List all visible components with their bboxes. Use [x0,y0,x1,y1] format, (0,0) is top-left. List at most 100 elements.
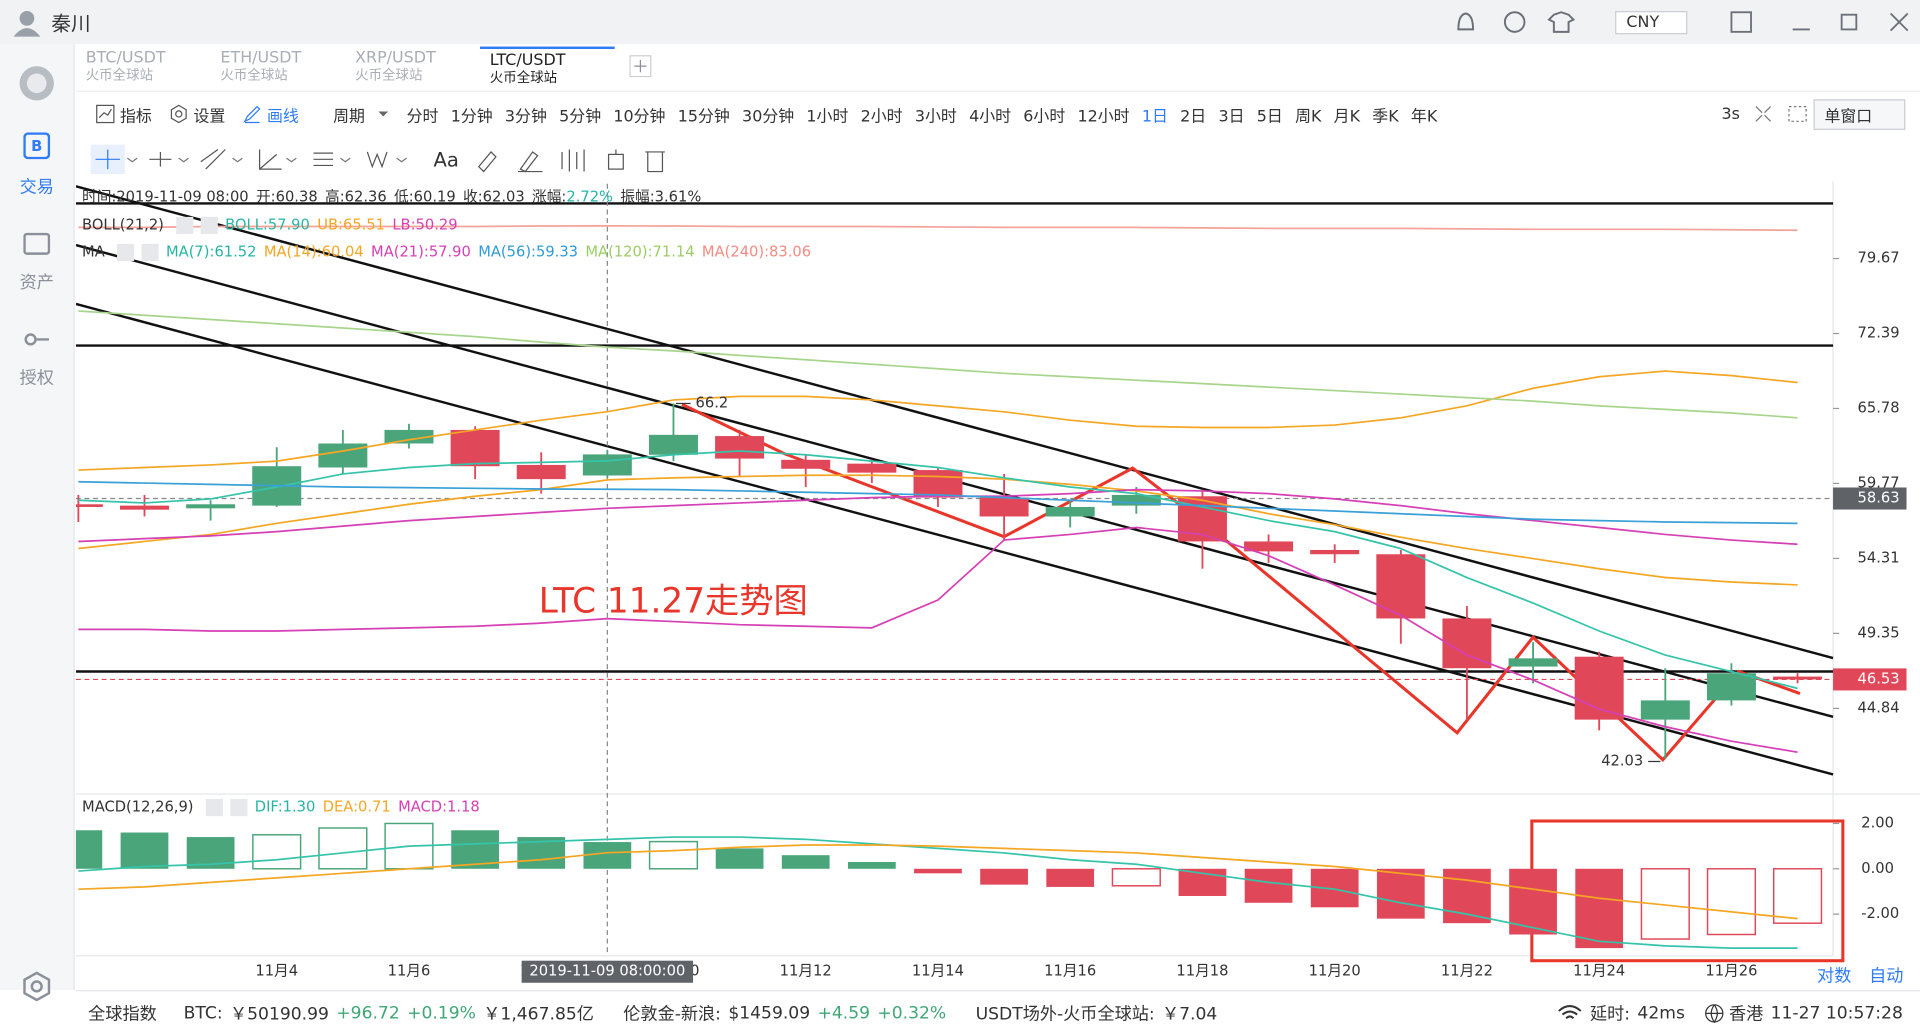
indicator-value: MA(7):61.52 [166,243,256,260]
candle-body [75,504,103,507]
gold-change: +4.59 [817,1002,871,1023]
tool-icons-right[interactable] [471,145,679,174]
macd-bar [583,842,632,869]
settings-icon[interactable] [169,104,189,124]
period-option[interactable]: 3小时 [914,107,957,126]
text-tool[interactable]: Aa [433,147,459,171]
period-option[interactable]: 3分钟 [504,107,547,126]
window-controls[interactable] [1724,7,1920,36]
tab-pair: BTC/USDT [85,49,166,68]
period-option[interactable]: 12小时 [1077,107,1130,126]
currency-select[interactable]: CNY [1615,10,1688,34]
last-price-text: 46.53 [1858,670,1900,687]
tab[interactable]: BTC/USDT 火币全球站 [76,47,211,89]
period-menu[interactable]: 周期 [333,107,365,126]
period-option[interactable]: 1日 [1141,107,1168,126]
period-option[interactable]: 10分钟 [613,107,666,126]
status-bar: 全球指数 BTC: ￥50190.99 +96.72 +0.19% ￥1,467… [75,990,1920,1034]
indicator-line [78,480,1798,525]
indicator-icon[interactable] [96,104,116,124]
indicator-name: MA [82,243,105,260]
logo[interactable] [17,64,56,103]
macd-bar [715,848,764,869]
info-high: 高:62.36 [325,188,387,205]
indicator-button[interactable]: 指标 [120,107,152,126]
top-icons[interactable] [1451,7,1598,36]
dropdown-arrow [378,111,389,117]
layout-icons[interactable] [1752,103,1813,125]
period-list: 分时 1分钟 3分钟 5分钟 10分钟 15分钟 30分钟 1小时 2小时 3小时 4小时 6小时 12… [407,102,1450,125]
period-option[interactable]: 1分钟 [450,107,493,126]
period-option[interactable]: 4小时 [969,107,1012,126]
trade-icon[interactable]: B [23,132,51,160]
sidebar-item[interactable]: 授权 [19,368,54,389]
macd-bar [1443,868,1491,924]
indicator-line [78,474,1798,586]
add-tab[interactable] [629,55,652,78]
period-option[interactable]: 月K [1333,107,1361,126]
sidebar-item[interactable]: 交易 [19,177,54,198]
period-option[interactable]: 30分钟 [742,107,795,126]
info-amplitude: 振幅:3.61% [620,188,701,205]
gold-label: 伦敦金-新浪: [623,1004,721,1024]
log-scale-toggle[interactable]: 对数 [1817,966,1852,987]
period-option[interactable]: 15分钟 [677,107,730,126]
tab[interactable]: XRP/USDT 火币全球站 [345,47,480,89]
candle-body [781,459,831,469]
tool-icons[interactable] [90,144,422,175]
avatar[interactable] [12,7,41,37]
period-option[interactable]: 年K [1410,107,1438,126]
candle-body [1508,658,1558,667]
candle-body [1640,700,1690,720]
tab[interactable]: LTC/USDT 火币全球站 [480,46,615,89]
refresh-interval[interactable]: 3s [1721,104,1740,124]
draw-icon[interactable] [242,104,262,124]
global-index[interactable]: 全球指数 [88,1004,157,1024]
settings-icon[interactable] [21,971,53,1003]
period-option[interactable]: 2日 [1180,107,1207,126]
indicator-name: BOLL(21,2) [82,216,164,233]
indicator-value: UB:65.51 [317,216,385,233]
sidebar-item[interactable]: 资产 [19,273,54,293]
assets-icon[interactable] [23,230,51,257]
period-option[interactable]: 季K [1372,107,1399,126]
candle-body [582,454,632,476]
indicator-value: MACD:1.18 [398,799,480,816]
period-option[interactable]: 3日 [1218,107,1245,126]
macd-line [78,844,1798,920]
period-option[interactable]: 1小时 [806,107,849,126]
drawing-tools: Aa [76,137,1920,181]
tab-bar: BTC/USDT 火币全球站 ETH/USDT 火币全球站 XRP/USDT 火币全球站 L… [76,46,615,89]
chart-area: 79.67 72.39 65.78 59.77 54.31 49.35 44.84 11月4 1… [75,181,1920,991]
macd-bar [1509,868,1557,935]
info-open: 开:60.38 [256,188,318,205]
period-option[interactable]: 周K [1295,107,1322,126]
info-change-label: 涨幅: [532,188,566,205]
settings-button[interactable]: 设置 [193,107,226,126]
period-option[interactable]: 分时 [406,107,439,126]
auto-scale-toggle[interactable]: 自动 [1869,966,1904,987]
info-low: 低:60.19 [394,188,456,205]
gold-price: $1459.09 [728,1002,811,1023]
y-tick-label: 79.67 [1858,250,1900,267]
indicator-value: MA(240):83.06 [702,243,811,260]
candle-body [913,470,963,498]
y-tick-label: 0.00 [1861,860,1894,877]
draw-button[interactable]: 画线 [266,107,299,126]
x-tick-label: 11月6 [388,963,431,980]
period-option[interactable]: 2小时 [860,107,903,126]
indicator-value: LB:50.29 [392,216,457,233]
period-option[interactable]: 5分钟 [559,107,602,126]
x-tick-label: 11月24 [1573,963,1625,980]
candle-body [384,429,434,444]
btc-label: BTC: [183,1002,223,1023]
indicator-value: DIF:1.30 [255,799,316,816]
tab[interactable]: ETH/USDT 火币全球站 [211,47,346,89]
crosshair-price-tag [1833,487,1907,510]
otc-price: ￥7.04 [1162,1004,1218,1024]
period-option[interactable]: 5日 [1256,107,1283,126]
period-option[interactable]: 6小时 [1023,107,1066,126]
window-mode[interactable]: 单窗口 [1813,98,1906,130]
auth-icon[interactable] [23,326,50,353]
crosshair-time-tag [521,960,694,983]
